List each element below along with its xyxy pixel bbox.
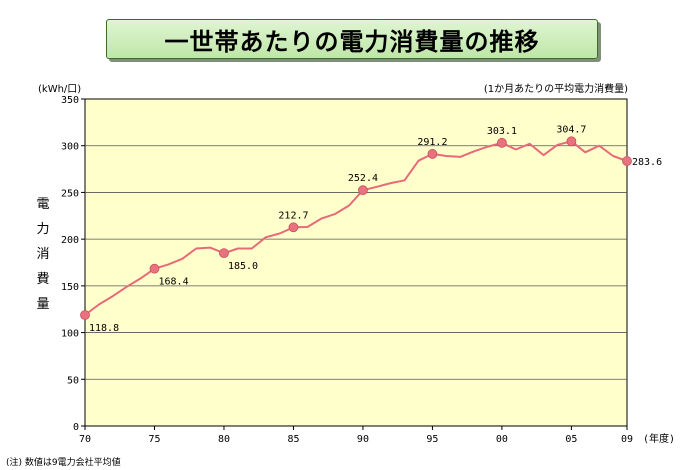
plot-area bbox=[84, 98, 628, 427]
x-tick-label: 00 bbox=[496, 434, 508, 445]
x-axis-label: (年度) bbox=[643, 432, 675, 445]
data-label: 212.7 bbox=[278, 210, 308, 221]
chart-title: 一世帯あたりの電力消費量の推移 bbox=[164, 27, 540, 56]
data-label: 168.4 bbox=[158, 277, 188, 288]
y-tick-label: 150 bbox=[61, 282, 79, 293]
y-tick-label: 250 bbox=[61, 188, 79, 199]
x-tick-label: 90 bbox=[357, 434, 369, 445]
data-point-marker bbox=[149, 263, 160, 274]
x-tick-label: 09 bbox=[621, 434, 633, 445]
y-tick-label: 50 bbox=[67, 375, 79, 386]
footnote: (注) 数値は9電力会社平均値 bbox=[6, 458, 121, 468]
data-label: 118.8 bbox=[89, 323, 119, 334]
x-tick-label: 95 bbox=[426, 434, 438, 445]
data-point-marker bbox=[622, 156, 632, 166]
chart-title-box: 一世帯あたりの電力消費量の推移 bbox=[106, 19, 598, 59]
x-tick-label: 85 bbox=[287, 434, 299, 445]
data-label: 185.0 bbox=[228, 261, 258, 272]
y-axis-label: 電力消費量 bbox=[36, 197, 50, 312]
series-description: (1か月あたりの平均電力消費量) bbox=[483, 84, 628, 95]
data-label: 291.2 bbox=[417, 137, 447, 148]
data-point-marker bbox=[80, 310, 90, 320]
data-point-marker bbox=[427, 149, 438, 159]
x-tick-label: 70 bbox=[79, 434, 91, 445]
y-tick-label: 200 bbox=[61, 235, 79, 246]
y-tick-label: 100 bbox=[61, 329, 79, 340]
series-line bbox=[84, 140, 628, 316]
data-point-marker bbox=[358, 185, 368, 196]
y-tick-label: 350 bbox=[61, 95, 79, 106]
x-tick-label: 80 bbox=[218, 434, 230, 445]
x-tick-label: 75 bbox=[148, 434, 160, 445]
y-tick-label: 0 bbox=[73, 422, 79, 433]
data-point-marker bbox=[288, 222, 299, 233]
data-label: 252.4 bbox=[348, 173, 378, 184]
y-axis-unit: (kWh/口) bbox=[38, 84, 82, 95]
data-point-marker bbox=[219, 248, 229, 259]
data-point-marker bbox=[497, 137, 507, 148]
data-label: 303.1 bbox=[487, 126, 517, 137]
data-label: 304.7 bbox=[556, 124, 586, 135]
y-tick-label: 300 bbox=[61, 142, 79, 153]
data-point-marker bbox=[566, 136, 577, 147]
x-tick-label: 05 bbox=[565, 434, 577, 445]
data-label: 283.6 bbox=[632, 157, 662, 168]
